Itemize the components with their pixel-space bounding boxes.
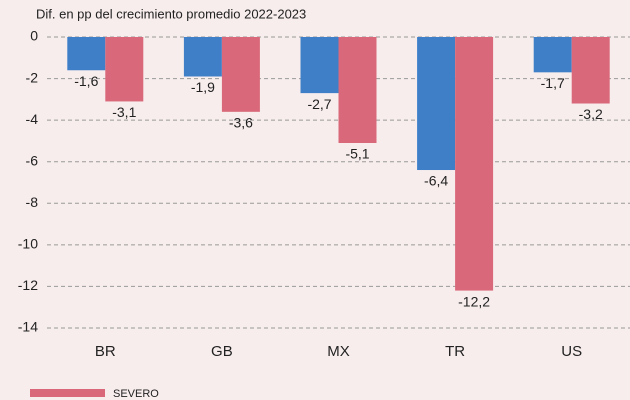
bar — [338, 37, 377, 144]
data-label: -1,7 — [541, 75, 565, 91]
data-label: -12,2 — [458, 293, 490, 309]
data-label: -6,4 — [424, 173, 448, 189]
bar — [533, 37, 572, 73]
y-tick-label: 0 — [30, 28, 38, 44]
x-tick-label: BR — [95, 343, 116, 360]
bar — [300, 37, 339, 94]
x-tick-label: TR — [445, 343, 465, 360]
bar — [67, 37, 106, 71]
x-tick-label: GB — [211, 343, 233, 360]
data-label: -3,1 — [112, 104, 136, 120]
y-tick-label: -14 — [18, 319, 38, 335]
chart-title: Dif. en pp del crecimiento promedio 2022… — [36, 6, 306, 21]
legend-label: SEVERO — [113, 388, 159, 400]
data-label: -1,9 — [191, 79, 215, 95]
y-tick-label: -2 — [26, 69, 39, 85]
data-label: -2,7 — [307, 96, 331, 112]
bar — [571, 37, 610, 104]
legend-swatch — [30, 389, 105, 397]
data-label: -3,6 — [229, 115, 253, 131]
bar — [417, 37, 456, 171]
data-label: -5,1 — [345, 146, 369, 162]
bar — [105, 37, 144, 102]
y-tick-label: -8 — [26, 194, 39, 210]
data-label: -3,2 — [579, 106, 603, 122]
bar — [455, 37, 494, 291]
y-tick-label: -10 — [18, 236, 38, 252]
bar — [221, 37, 260, 112]
x-tick-label: MX — [327, 343, 350, 360]
data-label: -1,6 — [74, 73, 98, 89]
y-tick-label: -6 — [26, 152, 39, 168]
y-tick-label: -4 — [26, 111, 39, 127]
x-tick-label: US — [561, 343, 582, 360]
y-tick-label: -12 — [18, 277, 38, 293]
bar — [183, 37, 222, 77]
